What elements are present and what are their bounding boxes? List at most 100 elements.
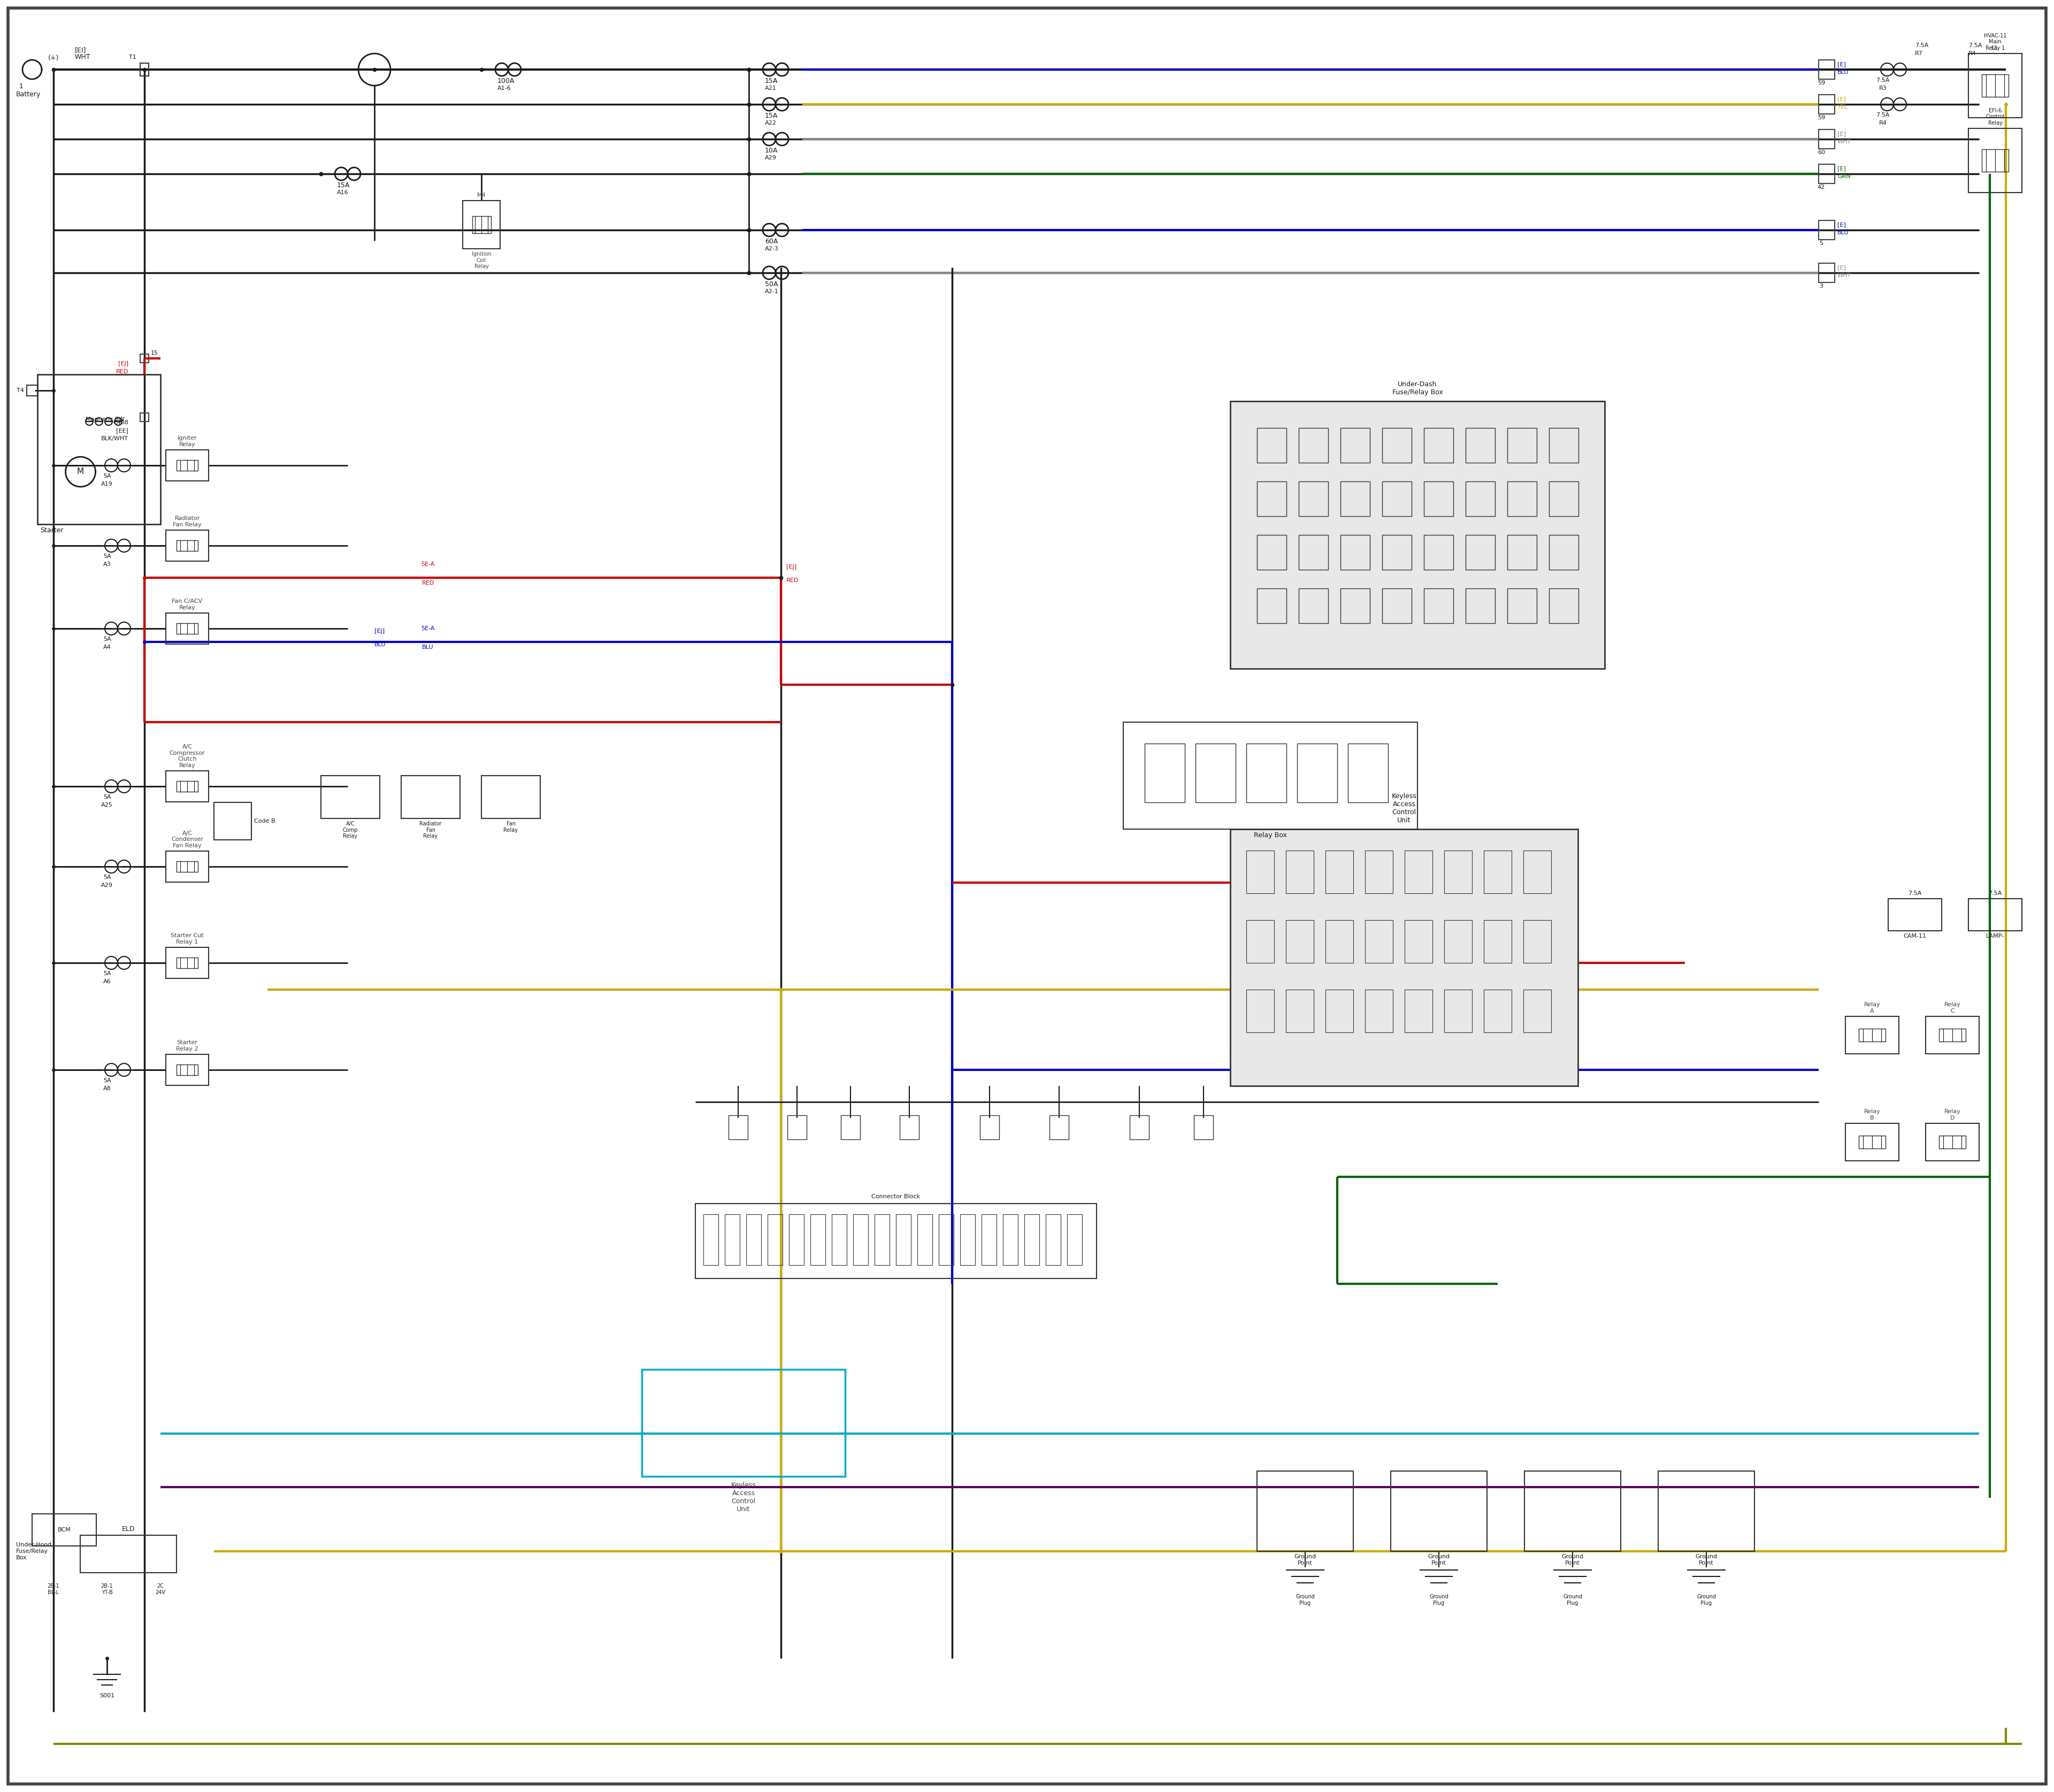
Point [304, 159, 337, 188]
Text: Ground
Point: Ground Point [1294, 1554, 1317, 1566]
Text: A29: A29 [101, 883, 113, 889]
Bar [1483, 851, 1512, 894]
Bar [1341, 482, 1370, 516]
Text: 60A: 60A [764, 238, 778, 246]
Text: RED: RED [421, 581, 433, 586]
Text: CAM-11: CAM-11 [1904, 934, 1927, 939]
Text: Battery: Battery [16, 91, 41, 99]
Bar [641, 1369, 844, 1477]
Text: [E]: [E] [1838, 222, 1847, 228]
Bar [1382, 588, 1411, 624]
Text: A2-3: A2-3 [764, 246, 778, 251]
Text: A1-6: A1-6 [497, 86, 511, 91]
Bar [1968, 129, 2021, 192]
Bar [1298, 536, 1329, 570]
Text: 5A: 5A [103, 971, 111, 977]
Bar [177, 957, 197, 968]
Bar [1130, 1115, 1148, 1140]
Text: 15A: 15A [337, 181, 349, 188]
Bar [33, 1514, 97, 1546]
Text: Relay
C: Relay C [1945, 1002, 1962, 1014]
Point [37, 376, 70, 405]
Text: 5E-A: 5E-A [421, 561, 435, 566]
Text: [E]: [E] [1838, 97, 1847, 102]
Text: 15: 15 [150, 351, 158, 357]
Bar [980, 1115, 998, 1140]
Bar [1888, 898, 1941, 930]
Point [733, 215, 766, 244]
Bar [1341, 588, 1370, 624]
Text: 5A: 5A [103, 1077, 111, 1082]
Bar [787, 1115, 807, 1140]
Point [733, 90, 766, 118]
Bar [918, 1215, 933, 1265]
Text: R7: R7 [1914, 50, 1923, 56]
Bar [177, 539, 197, 552]
Point [37, 1055, 70, 1084]
Text: 5: 5 [1820, 240, 1824, 246]
Point [357, 56, 390, 84]
Bar [1524, 1471, 1621, 1552]
Text: R4: R4 [1879, 120, 1888, 125]
Text: 5E-A: 5E-A [421, 625, 435, 631]
Bar [1549, 536, 1577, 570]
Bar [1444, 989, 1473, 1032]
Text: A21: A21 [764, 86, 776, 91]
Text: RED: RED [787, 577, 799, 582]
Bar [1818, 129, 1834, 149]
Bar [80, 1536, 177, 1573]
Bar [1247, 851, 1273, 894]
Bar [725, 1215, 739, 1265]
Text: Starter
Relay 2: Starter Relay 2 [177, 1039, 199, 1052]
Bar [1549, 482, 1577, 516]
Bar [875, 1215, 889, 1265]
Bar [1508, 482, 1536, 516]
Text: ELD: ELD [121, 1525, 136, 1532]
Bar [1247, 919, 1273, 962]
Text: A25: A25 [101, 803, 113, 808]
Bar [1483, 989, 1512, 1032]
Bar [1818, 95, 1834, 115]
Text: BLU: BLU [374, 642, 386, 647]
Bar [166, 1054, 210, 1086]
Text: Relay
B: Relay B [1863, 1109, 1879, 1120]
Bar [1195, 744, 1237, 803]
Bar [177, 1064, 197, 1075]
Bar [1524, 989, 1551, 1032]
Bar [1325, 919, 1354, 962]
Point [304, 159, 337, 188]
Bar [1382, 536, 1411, 570]
Point [37, 452, 70, 480]
Text: A3: A3 [103, 561, 111, 566]
Bar [401, 776, 460, 819]
Text: [E]: [E] [1838, 61, 1847, 66]
Point [37, 530, 70, 559]
Text: (+): (+) [47, 54, 60, 61]
Bar [1298, 482, 1329, 516]
Bar [1844, 1016, 1898, 1054]
Text: [E]: [E] [1838, 265, 1847, 271]
Point [733, 125, 766, 154]
Bar [1193, 1115, 1214, 1140]
Bar [1508, 536, 1536, 570]
Point [127, 56, 160, 84]
Bar [1549, 428, 1577, 462]
Bar [1045, 1215, 1060, 1265]
Text: YEL: YEL [1838, 104, 1849, 109]
Point [37, 452, 70, 480]
Text: Radiator
Fan Relay: Radiator Fan Relay [173, 516, 201, 527]
Bar [1939, 1029, 1966, 1041]
Bar [1247, 744, 1286, 803]
Text: Under-Hood
Fuse/Relay
Box: Under-Hood Fuse/Relay Box [16, 1543, 51, 1561]
Bar [1423, 428, 1454, 462]
Bar [166, 450, 210, 480]
Text: A29: A29 [764, 156, 776, 161]
Text: Relay
A: Relay A [1863, 1002, 1879, 1014]
Bar [1144, 744, 1185, 803]
Bar [1844, 1124, 1898, 1161]
Text: 7.5A: 7.5A [1914, 43, 1929, 48]
Bar [1818, 59, 1834, 79]
Text: A2-1: A2-1 [764, 289, 778, 294]
Text: 100A: 100A [497, 77, 516, 84]
Text: BLU: BLU [1838, 70, 1849, 75]
